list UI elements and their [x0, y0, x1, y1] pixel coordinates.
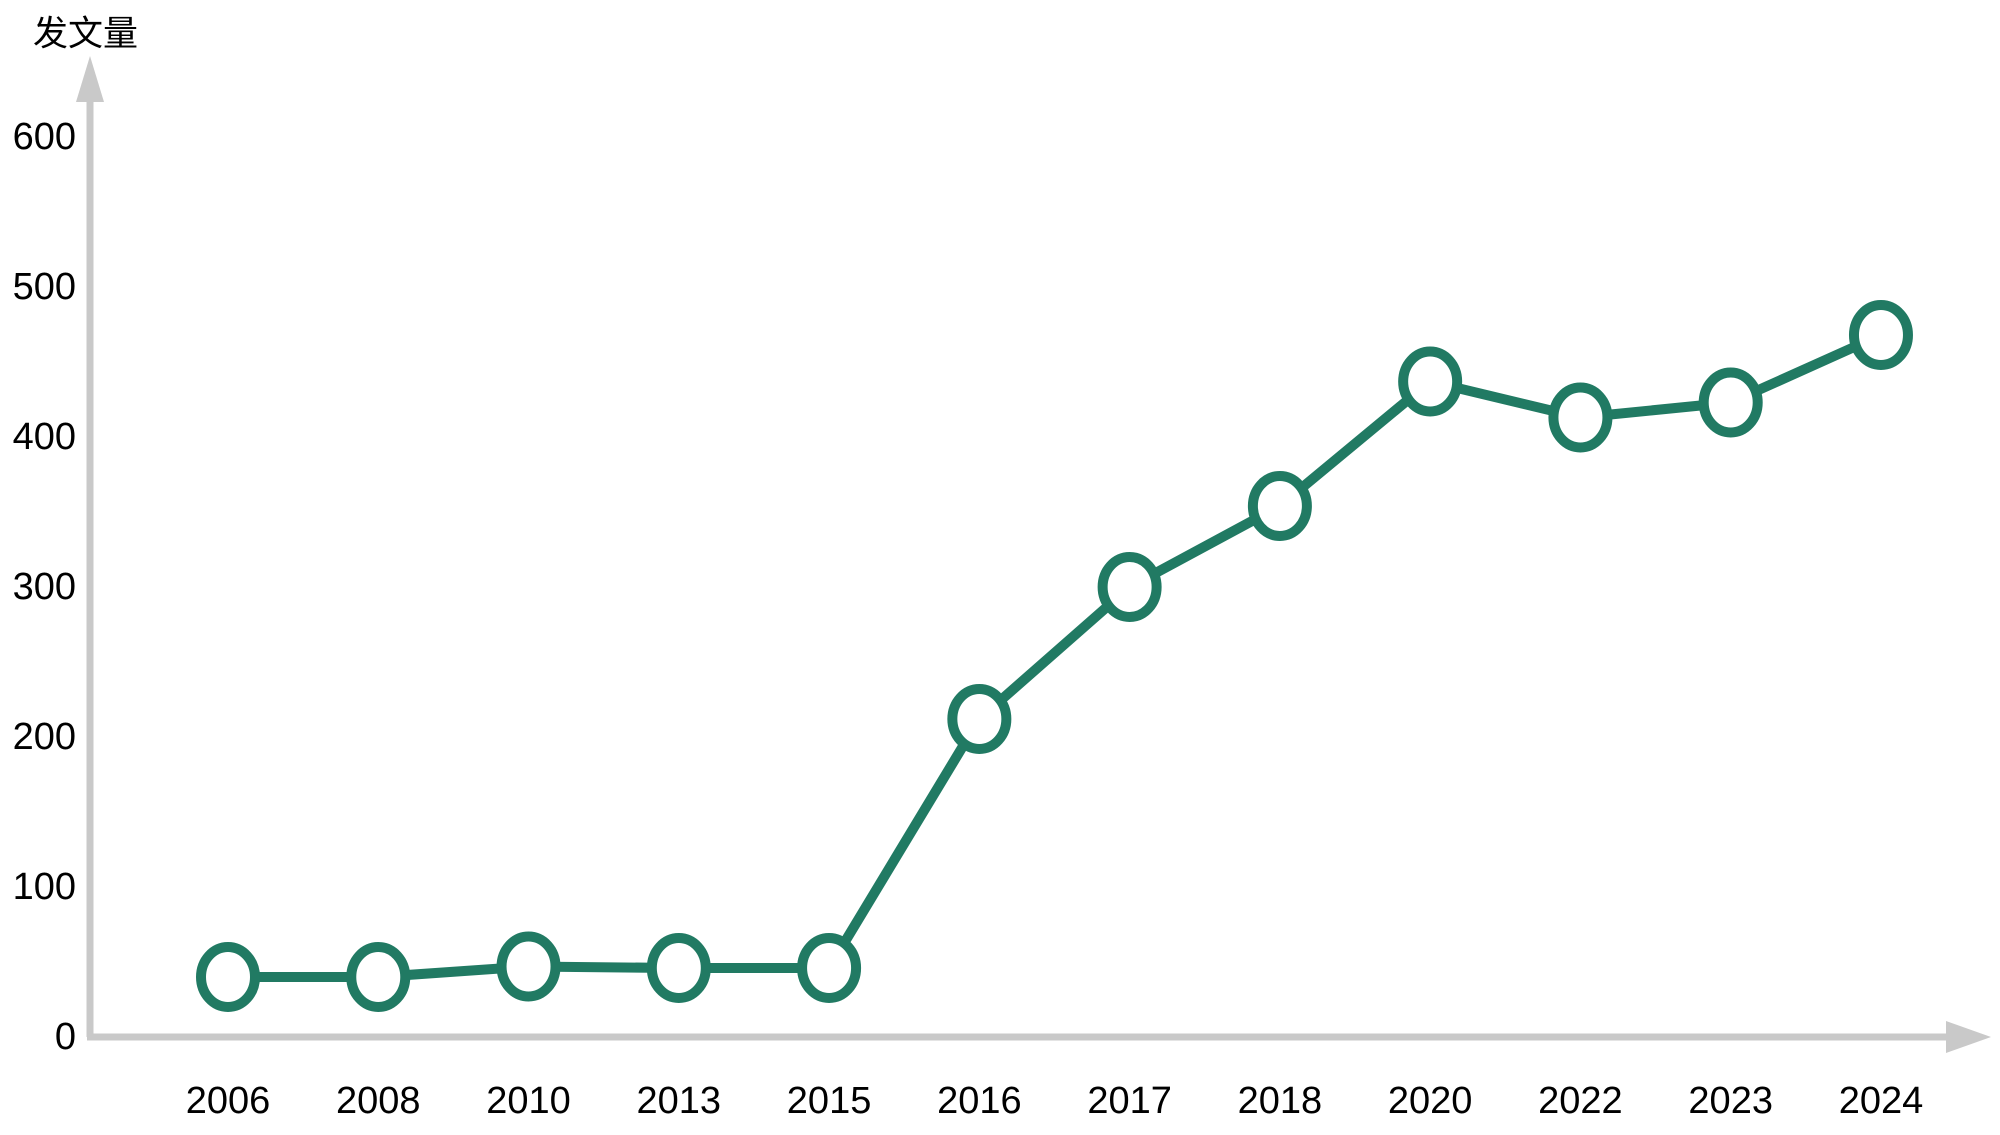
y-axis-tick-labels: 0 100 200 300 400 500 600	[13, 116, 76, 1058]
x-tick-label: 2013	[637, 1080, 722, 1122]
y-axis-arrowhead-icon	[76, 56, 104, 102]
y-tick-label: 300	[13, 566, 76, 608]
data-point-marker	[196, 942, 260, 1012]
axes	[76, 56, 1991, 1053]
x-tick-label: 2006	[186, 1080, 271, 1122]
x-axis-arrowhead-icon	[1946, 1021, 1991, 1053]
x-tick-label: 2010	[486, 1080, 571, 1122]
y-tick-label: 500	[13, 266, 76, 308]
data-point-marker	[1097, 552, 1162, 622]
data-point-marker	[646, 933, 711, 1003]
x-tick-label: 2022	[1538, 1080, 1623, 1122]
y-tick-label: 400	[13, 416, 76, 458]
y-tick-label: 600	[13, 116, 76, 158]
data-point-marker	[346, 942, 411, 1012]
data-point-marker	[1247, 471, 1312, 541]
y-axis-title: 发文量	[33, 15, 138, 54]
x-tick-label: 2016	[937, 1080, 1022, 1122]
data-point-marker	[1548, 382, 1613, 453]
data-point-marker	[1848, 300, 1913, 370]
x-axis-tick-labels: 2006 2008 2010 2013 2015 2016 2017 2018 2020 2022…	[186, 1080, 1924, 1122]
y-tick-label: 200	[13, 716, 76, 758]
x-tick-label: 2017	[1087, 1080, 1172, 1122]
data-point-marker	[1398, 346, 1463, 417]
data-point-markers	[196, 300, 1913, 1012]
x-tick-label: 2018	[1238, 1080, 1323, 1122]
series-polyline	[223, 330, 1886, 982]
y-tick-label: 100	[13, 866, 76, 908]
x-tick-label: 2024	[1839, 1080, 1924, 1122]
x-tick-label: 2020	[1388, 1080, 1473, 1122]
data-point-marker	[947, 684, 1012, 754]
data-point-marker	[797, 933, 862, 1003]
x-tick-label: 2023	[1688, 1080, 1773, 1122]
x-tick-label: 2015	[787, 1080, 872, 1122]
data-point-marker	[496, 931, 561, 1002]
data-point-marker	[1698, 367, 1763, 438]
x-tick-label: 2008	[336, 1080, 421, 1122]
y-tick-label: 0	[55, 1016, 76, 1058]
data-series-line	[223, 330, 1886, 982]
